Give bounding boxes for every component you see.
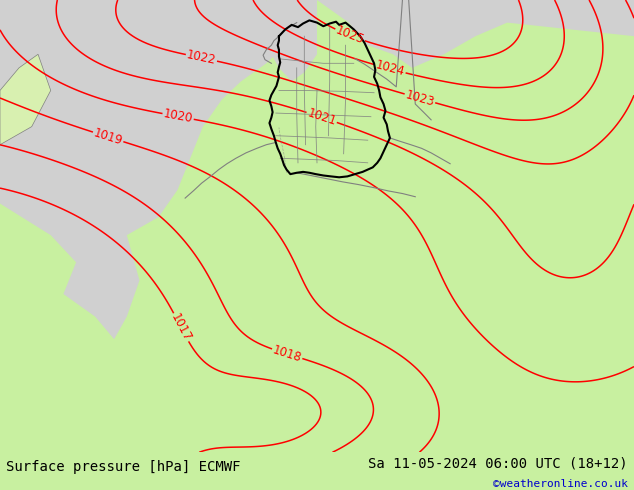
Polygon shape [0, 54, 51, 145]
Text: 1020: 1020 [162, 107, 194, 125]
Text: 1024: 1024 [374, 59, 406, 79]
Polygon shape [266, 0, 317, 81]
Text: 1025: 1025 [333, 24, 366, 47]
Text: 1019: 1019 [92, 126, 124, 147]
Text: 1018: 1018 [271, 343, 303, 365]
Text: Sa 11-05-2024 06:00 UTC (18+12): Sa 11-05-2024 06:00 UTC (18+12) [368, 457, 628, 470]
Text: Surface pressure [hPa] ECMWF: Surface pressure [hPa] ECMWF [6, 461, 241, 474]
Polygon shape [0, 0, 285, 339]
Polygon shape [317, 0, 634, 68]
Text: 1021: 1021 [306, 106, 338, 128]
Text: 1017: 1017 [168, 311, 194, 343]
Text: 1022: 1022 [186, 49, 217, 67]
Text: 1023: 1023 [404, 88, 436, 109]
Text: ©weatheronline.co.uk: ©weatheronline.co.uk [493, 479, 628, 490]
